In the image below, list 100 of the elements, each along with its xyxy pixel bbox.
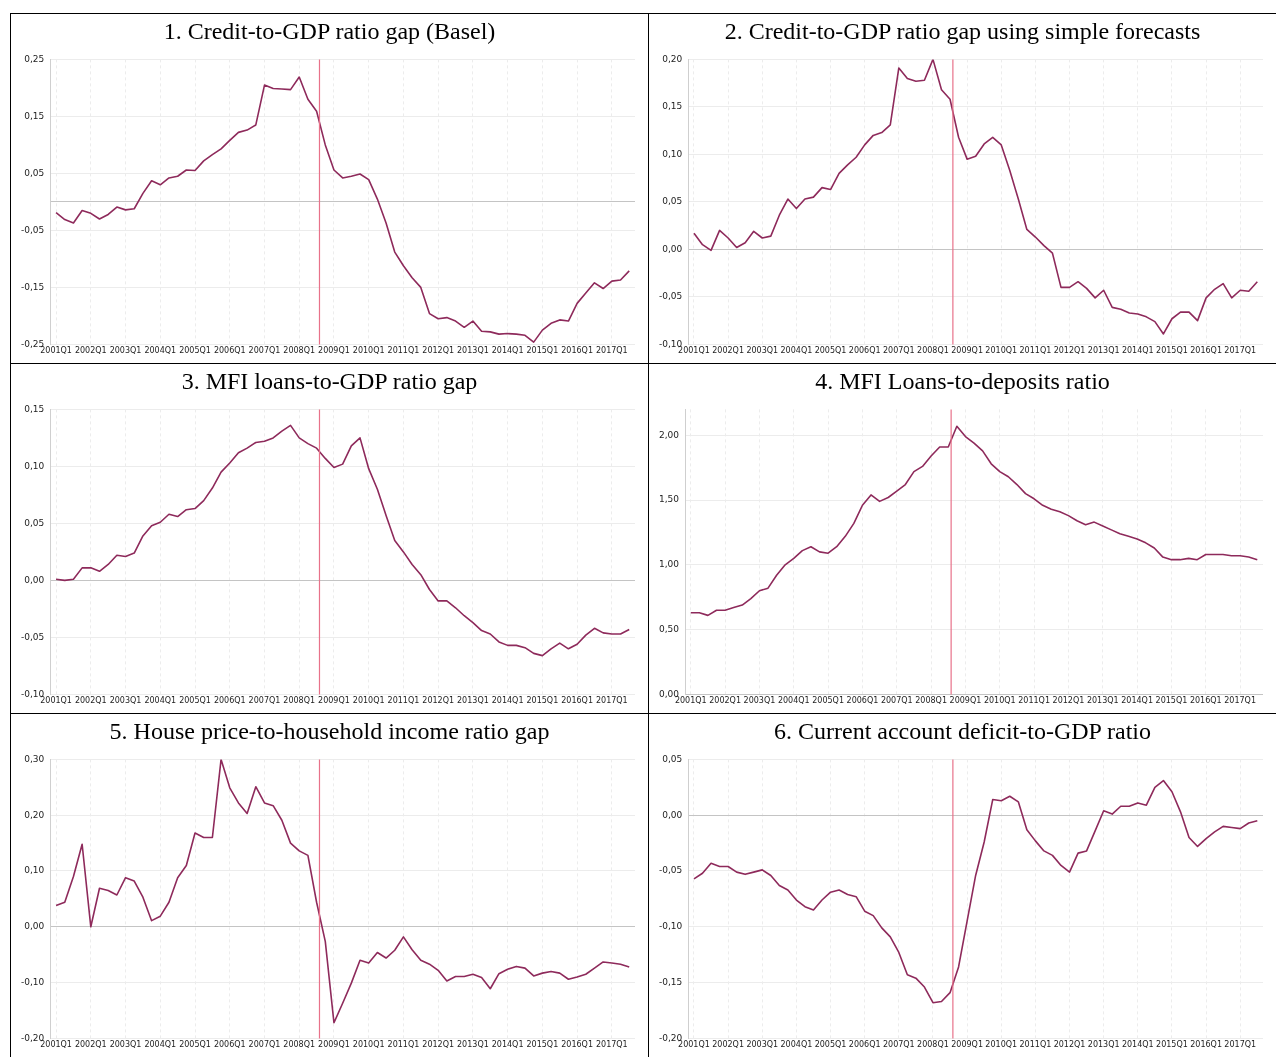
y-tick-label: 0,10 — [24, 460, 45, 471]
chart-title: 6. Current account deficit-to-GDP ratio — [773, 717, 1152, 746]
x-tick-label: 2016Q1 — [561, 346, 593, 356]
x-tick-label: 2006Q1 — [213, 346, 246, 356]
x-tick-label: 2017Q1 — [595, 696, 628, 706]
x-tick-label: 2011Q1 — [1019, 346, 1052, 356]
x-tick-label: 2010Q1 — [352, 1040, 385, 1050]
x-tick-label: 2015Q1 — [526, 346, 559, 356]
x-tick-label: 2010Q1 — [985, 1040, 1018, 1050]
y-tick-label: -0,15 — [20, 281, 45, 292]
y-tick-label: 0,25 — [24, 53, 45, 64]
x-tick-label: 2003Q1 — [109, 696, 142, 706]
x-tick-label: 2005Q1 — [814, 1040, 847, 1050]
y-tick-label: 0,50 — [658, 623, 680, 634]
x-tick-label: 2005Q1 — [179, 696, 211, 706]
x-tick-label: 2004Q1 — [777, 696, 810, 706]
x-tick-label: 2002Q1 — [74, 1040, 107, 1050]
x-tick-label: 2006Q1 — [213, 696, 246, 706]
chart-title: 1. Credit-to-GDP ratio gap (Basel) — [162, 17, 497, 46]
x-tick-label: 2012Q1 — [1053, 1040, 1086, 1050]
y-tick-label: 2,00 — [658, 429, 680, 440]
x-tick-label: 2016Q1 — [1189, 696, 1222, 706]
x-tick-label: 2012Q1 — [422, 346, 455, 356]
x-tick-label: 2016Q1 — [561, 1040, 593, 1050]
x-tick-label: 2007Q1 — [882, 1040, 915, 1050]
x-tick-label: 2013Q1 — [457, 696, 489, 706]
x-tick-label: 2001Q1 — [40, 696, 72, 706]
x-tick-label: 2001Q1 — [40, 1040, 72, 1050]
x-tick-label: 2007Q1 — [882, 346, 915, 356]
x-tick-label: 2017Q1 — [1224, 1040, 1257, 1050]
x-tick-label: 2002Q1 — [74, 346, 107, 356]
x-tick-label: 2007Q1 — [880, 696, 913, 706]
x-tick-label: 2002Q1 — [74, 696, 107, 706]
y-tick-label: -0,15 — [658, 976, 683, 987]
x-tick-label: 2012Q1 — [422, 1040, 455, 1050]
y-tick-label: 0,05 — [24, 517, 45, 528]
x-tick-label: 2006Q1 — [848, 346, 881, 356]
x-tick-label: 2005Q1 — [179, 1040, 211, 1050]
y-tick-label: 0,15 — [24, 403, 45, 414]
y-tick-label: 0,30 — [24, 753, 45, 764]
x-tick-label: 2015Q1 — [1155, 696, 1188, 706]
x-tick-label: 2014Q1 — [1121, 696, 1153, 706]
y-tick-label: 0,05 — [24, 167, 45, 178]
y-tick-label: 0,00 — [658, 688, 680, 699]
x-tick-label: 2008Q1 — [917, 1040, 949, 1050]
y-tick-label: -0,05 — [20, 631, 45, 642]
x-tick-label: 2014Q1 — [1121, 346, 1154, 356]
x-tick-label: 2011Q1 — [387, 696, 420, 706]
x-tick-label: 2015Q1 — [1156, 1040, 1188, 1050]
x-tick-label: 2003Q1 — [743, 696, 776, 706]
x-tick-label: 2010Q1 — [983, 696, 1016, 706]
x-tick-label: 2015Q1 — [526, 696, 559, 706]
x-tick-label: 2003Q1 — [109, 1040, 142, 1050]
y-tick-label: 0,10 — [24, 865, 45, 876]
x-tick-label: 2014Q1 — [491, 696, 524, 706]
x-tick-label: 2008Q1 — [283, 1040, 316, 1050]
x-tick-label: 2004Q1 — [144, 346, 177, 356]
x-tick-label: 2007Q1 — [248, 696, 281, 706]
x-tick-label: 2002Q1 — [712, 1040, 744, 1050]
x-tick-label: 2006Q1 — [213, 1040, 246, 1050]
y-tick-label: 0,00 — [24, 921, 45, 932]
x-tick-label: 2014Q1 — [1121, 1040, 1154, 1050]
y-tick-label: 1,00 — [658, 559, 680, 570]
x-tick-label: 2013Q1 — [1086, 696, 1119, 706]
y-tick-label: 0,15 — [24, 110, 45, 121]
y-tick-label: 0,15 — [662, 101, 683, 112]
x-tick-label: 2012Q1 — [1052, 696, 1085, 706]
x-tick-label: 2004Q1 — [780, 346, 813, 356]
x-tick-label: 2003Q1 — [746, 1040, 779, 1050]
x-tick-label: 2003Q1 — [109, 346, 142, 356]
x-tick-label: 2005Q1 — [814, 346, 847, 356]
y-tick-label: -0,20 — [658, 1032, 683, 1043]
x-tick-label: 2012Q1 — [422, 696, 455, 706]
y-tick-label: 0,00 — [662, 243, 683, 254]
x-tick-label: 2005Q1 — [179, 346, 211, 356]
y-tick-label: -0,10 — [658, 921, 683, 932]
chart-title: 2. Credit-to-GDP ratio gap using simple forecasts — [723, 17, 1202, 46]
x-tick-label: 2013Q1 — [457, 1040, 489, 1050]
x-tick-label: 2007Q1 — [248, 346, 281, 356]
x-tick-label: 2010Q1 — [985, 346, 1018, 356]
x-tick-label: 2009Q1 — [951, 346, 983, 356]
x-tick-label: 2010Q1 — [352, 696, 385, 706]
x-tick-label: 2016Q1 — [561, 696, 593, 706]
x-tick-label: 2013Q1 — [1087, 1040, 1120, 1050]
x-tick-label: 2005Q1 — [812, 696, 844, 706]
x-tick-label: 2003Q1 — [746, 346, 779, 356]
x-tick-label: 2010Q1 — [352, 346, 385, 356]
x-tick-label: 2009Q1 — [318, 696, 350, 706]
y-tick-label: 0,05 — [662, 196, 683, 207]
x-tick-label: 2001Q1 — [674, 696, 707, 706]
x-tick-label: 2014Q1 — [491, 1040, 524, 1050]
x-tick-label: 2004Q1 — [144, 696, 177, 706]
x-tick-label: 2011Q1 — [387, 1040, 420, 1050]
x-tick-label: 2006Q1 — [848, 1040, 881, 1050]
chart-title: 3. MFI loans-to-GDP ratio gap — [180, 367, 479, 396]
x-tick-label: 2008Q1 — [283, 696, 316, 706]
x-tick-label: 2002Q1 — [709, 696, 741, 706]
x-tick-label: 2017Q1 — [1224, 346, 1257, 356]
y-tick-label: -0,05 — [658, 291, 683, 302]
y-tick-label: -0,10 — [658, 338, 683, 349]
